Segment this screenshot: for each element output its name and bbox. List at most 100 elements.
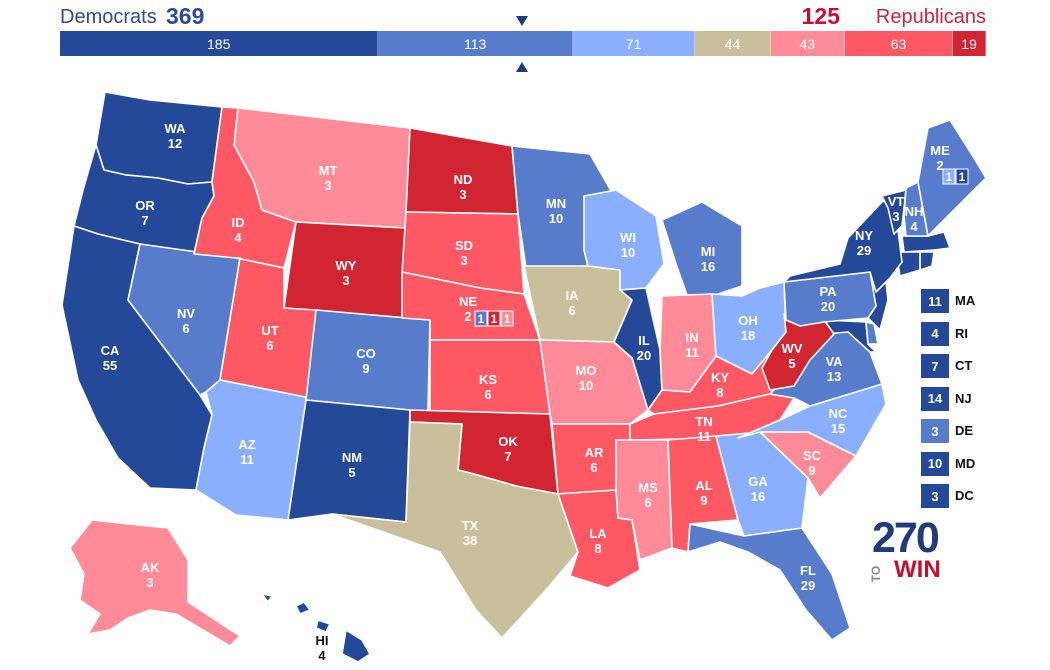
small-state-ev-box: 3 bbox=[921, 419, 949, 443]
state-label-wi: WI bbox=[620, 230, 636, 245]
small-state-nj[interactable]: 14 NJ bbox=[921, 386, 1001, 411]
state-wa[interactable] bbox=[95, 91, 223, 185]
small-state-dc[interactable]: 3 DC bbox=[921, 484, 1001, 508]
me-district-value-1: 1 bbox=[946, 170, 953, 184]
state-label-sc: SC bbox=[803, 448, 822, 463]
state-fl[interactable] bbox=[687, 523, 851, 641]
republicans-total: 125 bbox=[801, 3, 840, 29]
state-ev-fl: 29 bbox=[801, 578, 815, 593]
state-nc[interactable] bbox=[737, 383, 887, 457]
state-ev-wi: 10 bbox=[621, 245, 635, 260]
bar-segment-likely-r: 63 bbox=[844, 31, 954, 56]
state-label-ny: NY bbox=[855, 228, 873, 243]
state-label-sd: SD bbox=[455, 238, 473, 253]
small-state-ct[interactable]: 7 CT bbox=[921, 354, 1001, 378]
270-marker-bottom bbox=[516, 62, 528, 72]
small-state-ev-box: 11 bbox=[921, 289, 949, 313]
ne-district-box-2[interactable] bbox=[487, 310, 501, 327]
state-label-ak: AK bbox=[141, 560, 160, 575]
state-ev-az: 11 bbox=[240, 452, 254, 467]
me-district-box-2[interactable] bbox=[955, 168, 969, 185]
state-ev-wv: 5 bbox=[788, 356, 795, 371]
state-ak[interactable] bbox=[69, 519, 241, 647]
state-shape-ri[interactable] bbox=[919, 251, 935, 271]
state-label-al: AL bbox=[695, 478, 712, 493]
small-state-ma[interactable]: 11 MA bbox=[921, 289, 1001, 313]
state-ev-sd: 3 bbox=[460, 253, 467, 268]
state-ev-ks: 6 bbox=[484, 387, 491, 402]
270-marker-top bbox=[516, 16, 528, 26]
state-label-mi: MI bbox=[701, 244, 715, 259]
state-ev-mn: 10 bbox=[549, 211, 563, 226]
state-ev-wy: 3 bbox=[342, 273, 349, 288]
state-label-ca: CA bbox=[101, 343, 120, 358]
electoral-vote-bar: 185 113 71 44 43 63 19 bbox=[60, 31, 986, 56]
state-shape-hi-small[interactable] bbox=[261, 593, 273, 603]
state-label-ms: MS bbox=[638, 480, 658, 495]
state-label-or: OR bbox=[135, 198, 155, 213]
state-label-ga: GA bbox=[748, 474, 768, 489]
ne-district-value-1: 1 bbox=[478, 312, 485, 326]
state-ev-wa: 12 bbox=[168, 136, 182, 151]
logo-win: WIN bbox=[894, 556, 941, 583]
state-hi[interactable] bbox=[295, 601, 311, 615]
small-state-abbr: MA bbox=[955, 293, 976, 308]
state-wv[interactable] bbox=[761, 313, 835, 391]
state-tx[interactable] bbox=[331, 421, 579, 639]
state-ev-vt: 3 bbox=[892, 209, 899, 224]
270towin-logo[interactable]: 270 TO WIN bbox=[869, 516, 952, 586]
state-ev-co: 9 bbox=[362, 361, 369, 376]
state-ev-ga: 16 bbox=[751, 489, 765, 504]
republicans-label: Republicans bbox=[875, 6, 986, 28]
state-label-tn: TN bbox=[695, 414, 712, 429]
state-ev-ok: 7 bbox=[504, 449, 511, 464]
state-label-nc: NC bbox=[829, 406, 848, 421]
state-ev-ia: 6 bbox=[568, 303, 575, 318]
small-state-md[interactable]: 10 MD bbox=[921, 451, 1001, 476]
state-ev-nv: 6 bbox=[182, 321, 189, 336]
state-ev-ne: 2 bbox=[464, 309, 471, 324]
state-ny[interactable] bbox=[783, 197, 903, 293]
state-label-nh: NH bbox=[905, 204, 924, 219]
state-label-ks: KS bbox=[479, 372, 497, 387]
state-label-in: IN bbox=[686, 330, 699, 345]
state-label-wa: WA bbox=[165, 121, 187, 136]
state-label-ut: UT bbox=[261, 323, 278, 338]
state-ev-nc: 15 bbox=[831, 421, 845, 436]
state-label-nv: NV bbox=[177, 306, 195, 321]
state-label-hi: HI bbox=[316, 633, 329, 648]
small-state-ev-box: 4 bbox=[921, 321, 949, 346]
bar-segment-safe-r: 19 bbox=[953, 31, 986, 56]
democrats-total: 369 bbox=[166, 3, 205, 29]
state-label-ar: AR bbox=[585, 445, 604, 460]
state-ia[interactable] bbox=[523, 265, 633, 343]
ne-district-box-3[interactable] bbox=[500, 310, 514, 327]
state-label-mt: MT bbox=[319, 163, 338, 178]
state-ev-id: 4 bbox=[234, 230, 242, 245]
state-shape-de[interactable] bbox=[865, 321, 879, 345]
state-vt[interactable] bbox=[881, 189, 907, 235]
state-shape-hi-big[interactable] bbox=[341, 629, 371, 663]
state-nh[interactable] bbox=[903, 181, 929, 237]
me-district-value-2: 1 bbox=[959, 170, 966, 184]
ne-district-box-1[interactable] bbox=[474, 310, 488, 327]
state-ev-tx: 38 bbox=[463, 533, 477, 548]
state-shape-hi-mid[interactable] bbox=[315, 619, 331, 633]
state-mi[interactable] bbox=[661, 201, 743, 299]
state-label-vt: VT bbox=[888, 194, 905, 209]
state-ev-mt: 3 bbox=[324, 178, 331, 193]
state-label-ky: KY bbox=[711, 370, 729, 385]
state-label-ok: OK bbox=[498, 434, 518, 449]
small-state-ev-box: 7 bbox=[921, 354, 949, 378]
small-state-ev-box: 3 bbox=[921, 484, 949, 508]
me-district-box-1[interactable] bbox=[942, 168, 956, 185]
small-state-de[interactable]: 3 DE bbox=[921, 419, 1001, 443]
logo-to: TO bbox=[869, 565, 884, 583]
small-state-ri[interactable]: 4 RI bbox=[921, 321, 1001, 346]
state-ev-ms: 6 bbox=[644, 495, 651, 510]
state-ev-nm: 5 bbox=[348, 465, 355, 480]
state-ev-ny: 29 bbox=[857, 243, 871, 258]
state-ev-in: 11 bbox=[685, 345, 699, 360]
small-state-abbr: MD bbox=[955, 455, 976, 471]
